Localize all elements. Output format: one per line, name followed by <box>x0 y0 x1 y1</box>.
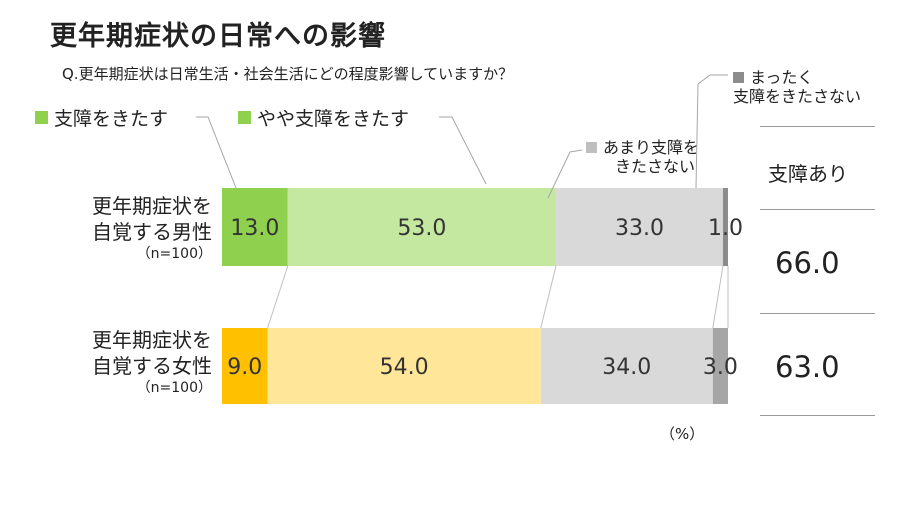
data-label-women-s1: 9.0 <box>227 355 262 380</box>
bar-men-s4 <box>722 188 728 266</box>
legend-leader-line-s2 <box>439 116 487 185</box>
legend-label-s2: やや支障をきたす <box>257 108 410 130</box>
summary-divider <box>760 209 875 210</box>
bar-men-s1 <box>222 188 288 266</box>
data-label-men-s3: 33.0 <box>615 216 664 241</box>
legend-label-s3-line1: あまり支障を <box>603 138 700 157</box>
row-label-men-line2: 自覚する男性 <box>92 220 212 244</box>
bar-women-s4 <box>712 328 728 404</box>
legend-leader-line-s1 <box>196 116 237 189</box>
summary-divider <box>760 313 875 314</box>
row-label-men-n: （n=100） <box>136 246 212 262</box>
data-label-women-s2: 54.0 <box>380 355 429 380</box>
summary-value-women: 63.0 <box>775 350 840 384</box>
data-label-men-s1: 13.0 <box>230 216 279 241</box>
connector-line <box>267 265 289 329</box>
legend-label-s4-line1: まったく <box>750 68 814 87</box>
row-label-men: 更年期症状を 自覚する男性 （n=100） <box>22 193 212 263</box>
legend-leader-line-s3 <box>547 149 583 199</box>
legend-swatch-s3 <box>586 142 597 153</box>
legend-item-s2: やや支障をきたす <box>238 104 409 131</box>
chart-title: 更年期症状の日常への影響 <box>50 21 386 52</box>
data-label-men-s4: 1.0 <box>708 216 743 241</box>
row-label-women: 更年期症状を 自覚する女性 （n=100） <box>22 327 212 397</box>
row-label-men-line1: 更年期症状を <box>92 194 212 218</box>
bar-men-s3 <box>555 188 723 266</box>
question-text: Q.更年期症状は日常生活・社会生活にどの程度影響していますか？ <box>62 65 514 83</box>
legend-item-s3: あまり支障を きたさない <box>586 138 736 176</box>
bar-men-s2 <box>287 188 556 266</box>
bar-women-s3 <box>540 328 713 404</box>
legend-leader-line-s4 <box>695 74 728 189</box>
legend-label-s4-line2: 支障をきたさない <box>733 87 862 106</box>
data-label-women-s4: 3.0 <box>703 355 738 380</box>
data-label-women-s3: 34.0 <box>602 355 651 380</box>
summary-divider <box>760 126 875 127</box>
bar-women-s1 <box>222 328 268 404</box>
data-label-men-s2: 53.0 <box>397 216 446 241</box>
legend-swatch-s1 <box>35 111 48 124</box>
legend-label-s3-line2: きたさない <box>615 157 696 176</box>
legend-item-s4: まったく 支障をきたさない <box>733 68 898 106</box>
unit-label: （%） <box>660 425 705 443</box>
legend-swatch-s2 <box>238 111 251 124</box>
row-label-women-line2: 自覚する女性 <box>92 354 212 378</box>
row-label-women-n: （n=100） <box>136 380 212 396</box>
bar-women-s2 <box>267 328 541 404</box>
summary-value-men: 66.0 <box>775 246 840 280</box>
legend-label-s1: 支障をきたす <box>54 108 169 130</box>
legend-item-s1: 支障をきたす <box>35 104 168 131</box>
summary-header: 支障あり <box>768 162 848 186</box>
summary-divider <box>760 415 875 416</box>
row-label-women-line1: 更年期症状を <box>92 328 212 352</box>
legend-swatch-s4 <box>733 72 744 83</box>
connector-line <box>712 265 724 329</box>
connector-line <box>540 265 557 329</box>
